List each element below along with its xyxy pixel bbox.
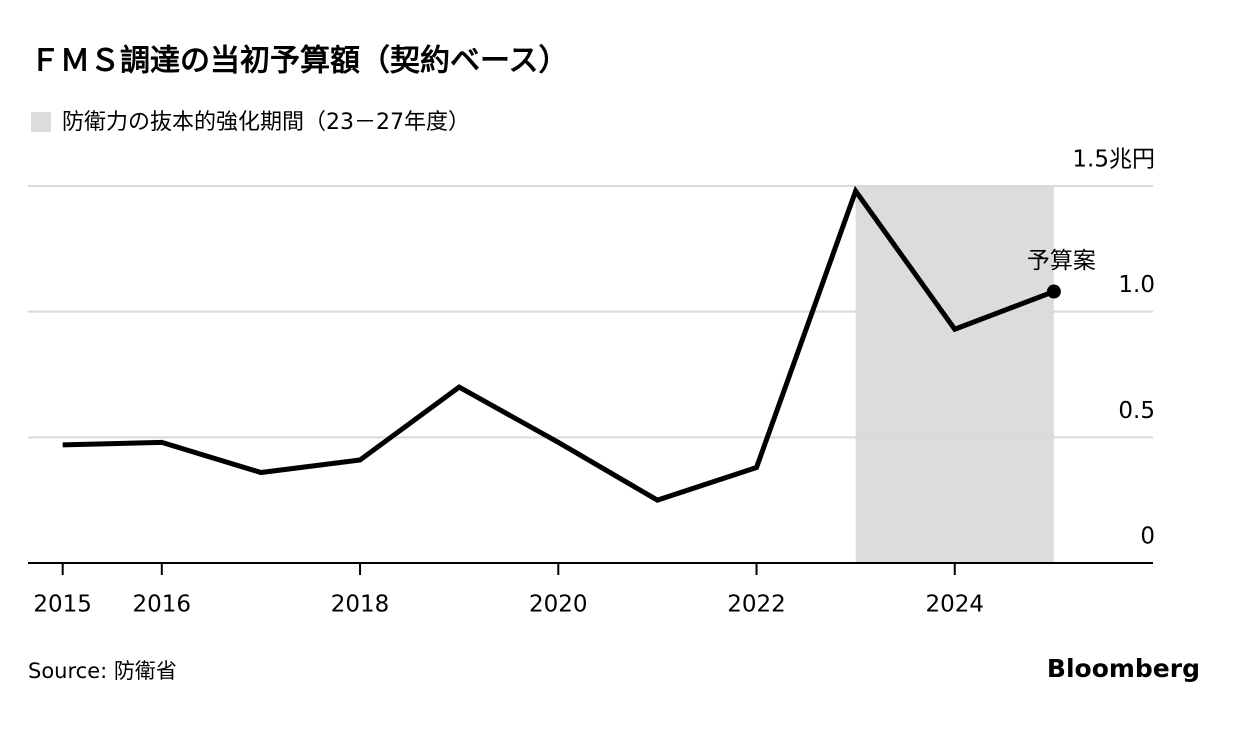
x-tick-label: 2018 (331, 592, 390, 618)
y-tick-label: 1.5兆円 (1072, 147, 1155, 173)
y-tick-label: 1.0 (1118, 272, 1155, 298)
y-tick-label: 0 (1140, 524, 1155, 550)
x-tick-label: 2015 (33, 592, 92, 618)
legend-label: 防衛力の抜本的強化期間（23－27年度） (62, 110, 470, 135)
x-tick-label: 2022 (727, 592, 786, 618)
shade-band (855, 186, 1054, 563)
x-tick-label: 2020 (529, 592, 588, 618)
chart-title: ＦＭＳ調達の当初予算額（契約ベース） (30, 44, 569, 79)
x-tick-label: 2024 (925, 592, 984, 618)
annotation: 予算案 (1027, 248, 1096, 274)
legend-swatch (31, 112, 51, 132)
data-line (62, 185, 1055, 503)
end-point (1046, 284, 1061, 299)
brand: Bloomberg (1047, 654, 1200, 683)
x-tick-label: 2016 (133, 592, 192, 618)
y-tick-label: 0.5 (1118, 398, 1155, 424)
source: Source: 防衛省 (28, 659, 177, 683)
